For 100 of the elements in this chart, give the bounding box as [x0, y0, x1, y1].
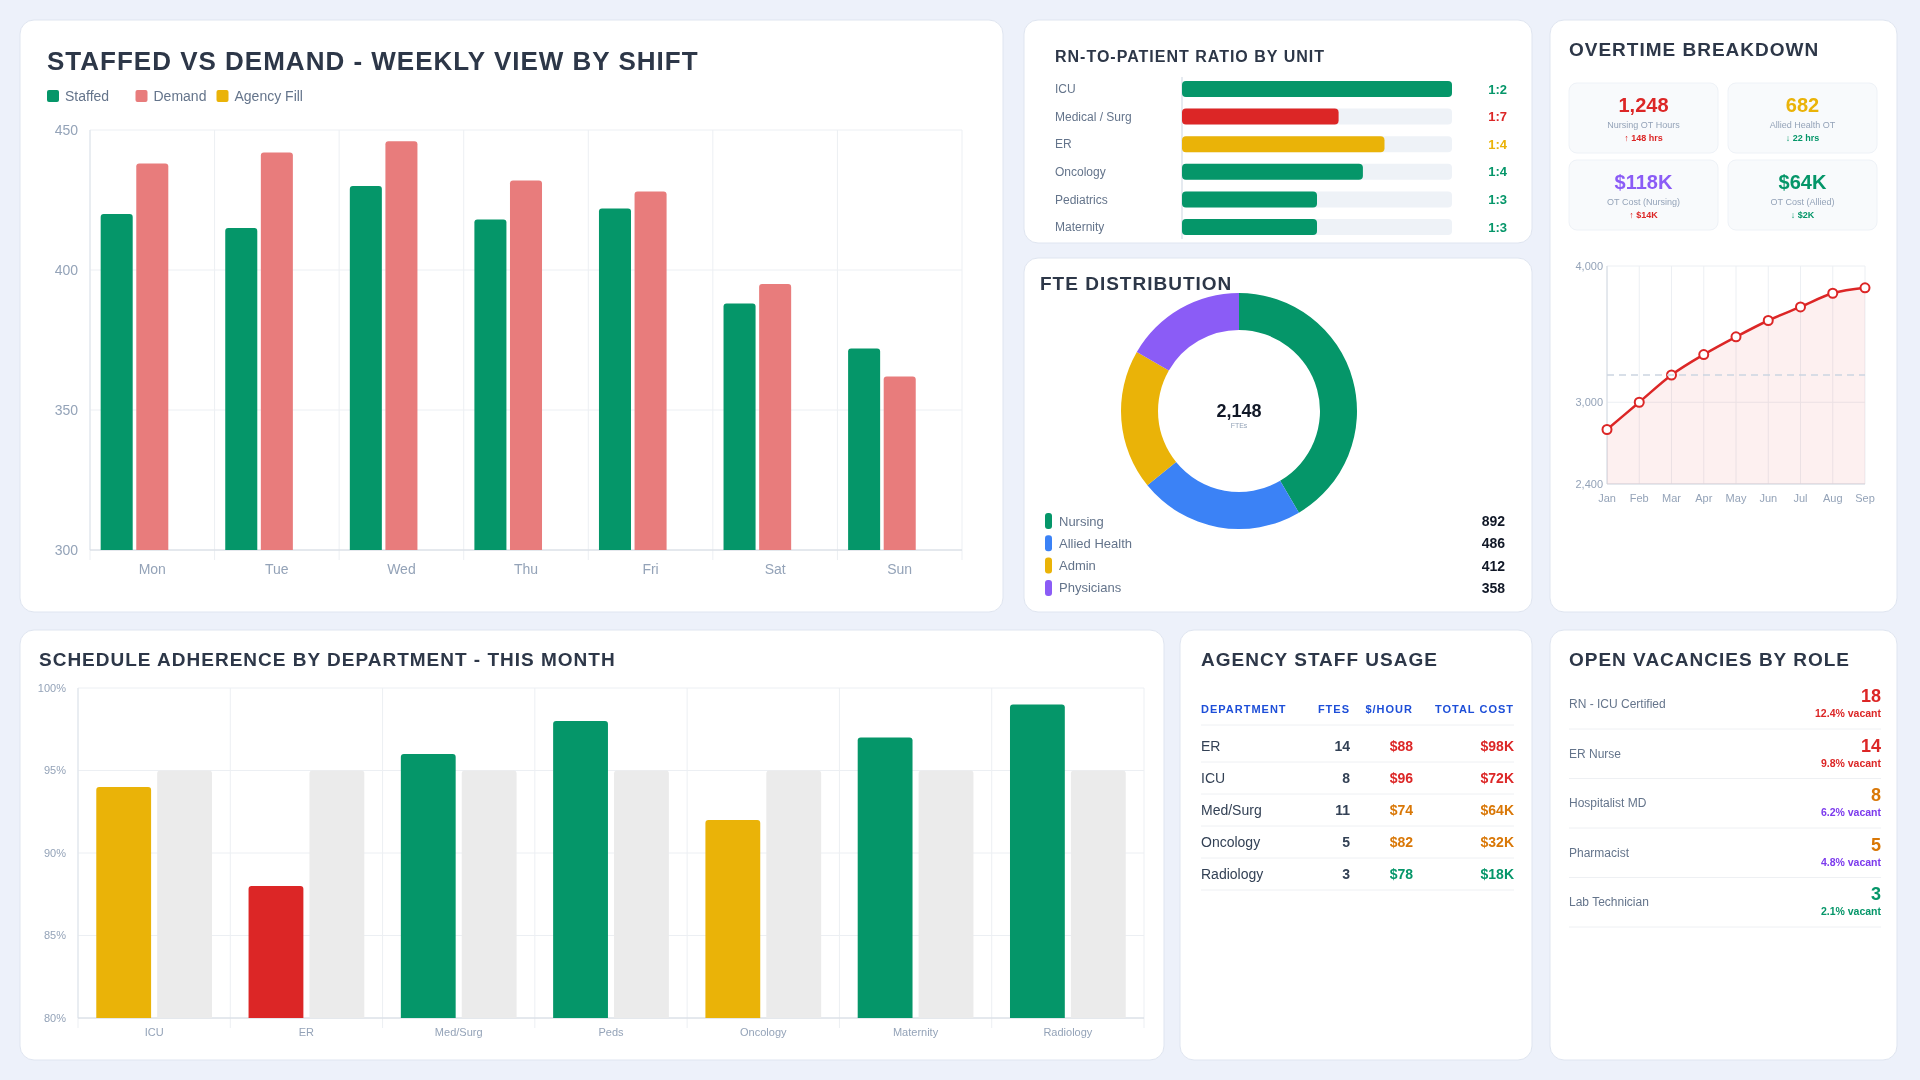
y-tick-label: 100% [37, 681, 67, 694]
text: FTES [1317, 703, 1350, 715]
text: 9.8% vacant [1820, 756, 1882, 769]
x-tick-label: Fri [642, 561, 659, 577]
text: ↓ 22 hrs [1785, 133, 1820, 143]
text: $32K [1480, 833, 1514, 850]
text: 682 [1785, 94, 1820, 116]
text: $78 [1389, 865, 1414, 882]
text: 1:3 [1488, 219, 1507, 235]
text: Lab Technician [1569, 895, 1649, 910]
y-tick-label: 350 [54, 401, 79, 418]
y-tick-label: 85% [43, 929, 67, 942]
x-tick-label: ER [298, 1026, 315, 1038]
x-tick-label: Jan [1598, 492, 1616, 504]
x-tick-label: Mon [138, 561, 166, 577]
chart-title: RN-TO-PATIENT RATIO BY UNIT [1055, 48, 1325, 65]
x-tick-label: Peds [598, 1026, 625, 1038]
text: $96 [1389, 769, 1414, 786]
text: Med/Surg [1201, 801, 1262, 818]
y-tick-label: 3,000 [1575, 396, 1603, 409]
y-tick-label: ICU [1055, 82, 1076, 97]
text: ER Nurse [1569, 746, 1622, 761]
data-label: 892 [1481, 512, 1506, 529]
x-tick-label: Tue [265, 561, 289, 577]
point [1859, 282, 1871, 294]
donut-slice [1121, 352, 1177, 486]
text: 14 [1334, 737, 1351, 754]
legend-label: Allied Health [1059, 535, 1132, 551]
text: Pharmacist [1569, 845, 1630, 860]
y-tick-label: 400 [54, 261, 79, 278]
chart-title: FTE DISTRIBUTION [1040, 273, 1233, 294]
text: RN - ICU Certified [1569, 697, 1666, 712]
x-tick-label: Radiology [1043, 1026, 1093, 1038]
x-tick-label: Med/Surg [434, 1026, 483, 1038]
point [1633, 396, 1645, 408]
x-tick-label: Oncology [740, 1026, 788, 1038]
data-label: 486 [1481, 535, 1506, 552]
text: 3 [1870, 884, 1881, 904]
x-tick-label: Jun [1759, 492, 1778, 504]
text: Oncology [1201, 833, 1261, 850]
text: 14 [1860, 735, 1881, 756]
text: 18 [1860, 686, 1881, 706]
text: 1:7 [1488, 109, 1507, 125]
donut-slice [1136, 293, 1239, 371]
legend-label: Agency Fill [234, 88, 303, 104]
text: 5 [1342, 833, 1351, 850]
text: 8 [1870, 785, 1881, 805]
legend-label: Admin [1059, 558, 1096, 574]
text: Radiology [1201, 865, 1264, 882]
text: OT Cost (Nursing) [1607, 197, 1680, 207]
x-tick-label: Jul [1793, 492, 1808, 504]
text: ICU [1201, 769, 1226, 786]
text: ↓ $2K [1790, 210, 1815, 220]
text: 3 [1342, 865, 1351, 882]
text: Allied Health OT [1769, 120, 1836, 130]
point [1762, 315, 1774, 326]
x-tick-label: Sat [764, 561, 786, 577]
text: 1:2 [1488, 81, 1507, 97]
x-tick-label: May [1725, 492, 1747, 504]
point [1698, 349, 1710, 361]
text: $88 [1389, 737, 1414, 754]
point [1730, 331, 1742, 343]
y-tick-label: 95% [43, 764, 67, 777]
y-tick-label: 90% [43, 846, 67, 859]
x-tick-label: Wed [387, 561, 416, 577]
chart-title: STAFFED VS DEMAND - WEEKLY VIEW BY SHIFT [47, 46, 699, 76]
text: $18K [1480, 865, 1514, 882]
text: $98K [1480, 737, 1514, 754]
x-tick-label: Sun [887, 561, 913, 577]
text: 4.8% vacant [1820, 855, 1882, 868]
text: $82 [1389, 833, 1414, 850]
y-tick-label: Pediatrics [1055, 192, 1108, 207]
text: 12.4% vacant [1815, 707, 1882, 719]
y-tick-label: Oncology [1055, 165, 1106, 179]
x-tick-label: Sep [1855, 492, 1875, 504]
text: 2.1% vacant [1820, 905, 1882, 917]
text: TOTAL COST [1434, 703, 1514, 715]
text: ER [1201, 737, 1221, 754]
y-tick-label: 80% [43, 1011, 67, 1024]
y-tick-label: 450 [54, 121, 79, 138]
y-tick-label: 300 [54, 541, 79, 558]
y-tick-label: 4,000 [1575, 259, 1603, 272]
text: $/HOUR [1365, 703, 1413, 715]
text: 2,148 [1216, 401, 1262, 421]
y-tick-label: ER [1055, 137, 1072, 152]
y-tick-label: Medical / Surg [1055, 109, 1132, 124]
x-tick-label: Apr [1695, 492, 1713, 504]
x-tick-label: Feb [1629, 492, 1649, 504]
text: $64K [1480, 801, 1514, 818]
x-tick-label: Mar [1662, 492, 1682, 504]
data-label: 412 [1481, 557, 1506, 574]
legend-label: Physicians [1059, 580, 1122, 596]
text: OT Cost (Allied) [1770, 197, 1835, 207]
text: 1:4 [1488, 164, 1508, 180]
point [1827, 287, 1839, 299]
text: ↑ 148 hrs [1624, 133, 1663, 143]
text: 1:3 [1488, 191, 1507, 207]
y-tick-label: 2,400 [1575, 477, 1603, 490]
text: $74 [1389, 801, 1414, 818]
text: $72K [1480, 769, 1514, 786]
